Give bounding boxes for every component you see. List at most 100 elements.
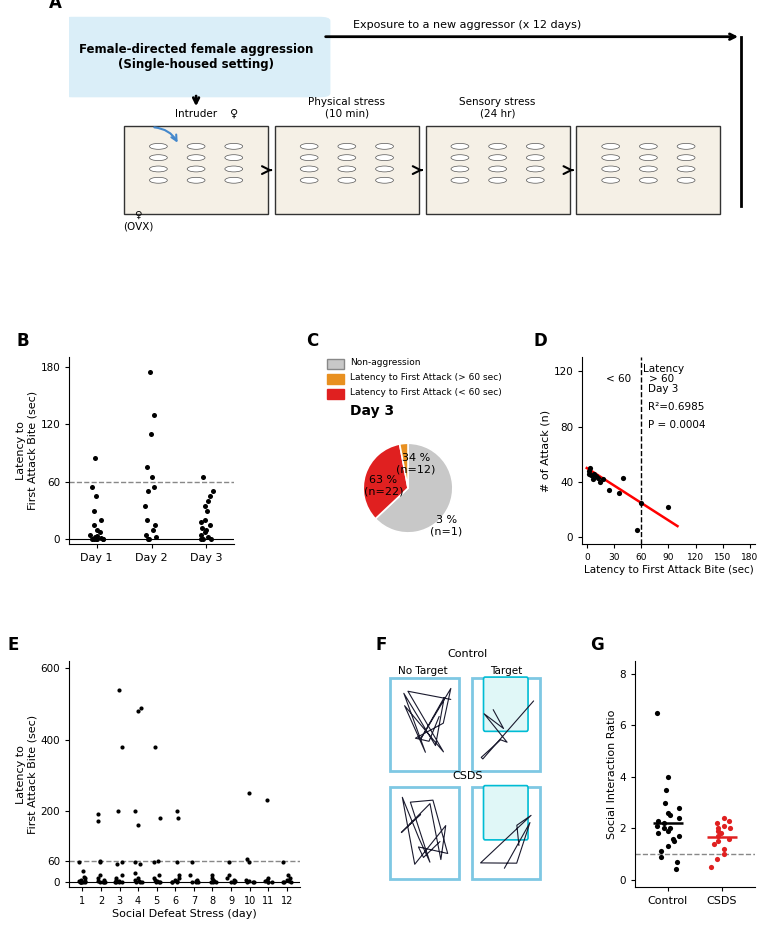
Point [146, 470, 159, 485]
Point [76, 874, 89, 889]
Point [199, 513, 211, 528]
Point [144, 364, 156, 379]
Circle shape [677, 155, 695, 161]
Point [718, 841, 730, 856]
Point [591, 470, 604, 485]
Circle shape [489, 166, 507, 172]
Point [172, 871, 185, 886]
Point [147, 522, 159, 537]
Point [711, 824, 724, 839]
Point [200, 503, 213, 518]
Point [192, 874, 204, 889]
Point [195, 527, 207, 542]
Point [207, 484, 219, 499]
Circle shape [451, 177, 469, 183]
Text: P = 0.0004: P = 0.0004 [648, 420, 706, 430]
Point [172, 810, 184, 825]
Point [154, 874, 166, 889]
Point [186, 854, 198, 870]
Point [262, 874, 274, 889]
Point [145, 426, 157, 441]
Point [661, 824, 674, 839]
Point [133, 874, 146, 889]
Point [92, 529, 104, 544]
Circle shape [187, 166, 205, 172]
Point [240, 872, 253, 887]
Point [651, 818, 663, 833]
Point [172, 868, 185, 883]
Point [73, 873, 85, 888]
Point [651, 826, 664, 841]
Y-axis label: # of Attack (n): # of Attack (n) [541, 409, 551, 492]
Point [132, 818, 144, 833]
Point [285, 874, 297, 889]
FancyBboxPatch shape [426, 126, 570, 214]
Point [673, 800, 685, 815]
Point [205, 531, 217, 546]
Point [597, 471, 609, 486]
Circle shape [149, 177, 167, 183]
Text: Target: Target [490, 666, 522, 676]
Point [150, 530, 162, 545]
Point [206, 872, 219, 887]
Point [588, 466, 600, 481]
Point [582, 466, 594, 481]
Point [223, 854, 236, 870]
Point [655, 849, 668, 864]
Point [226, 874, 238, 889]
Point [651, 813, 664, 828]
Point [142, 484, 155, 499]
FancyBboxPatch shape [390, 678, 459, 771]
Text: Physical stress
(10 min): Physical stress (10 min) [308, 98, 385, 119]
Point [116, 868, 129, 883]
Point [85, 479, 98, 494]
Point [205, 874, 217, 889]
Point [153, 810, 166, 825]
Point [667, 831, 679, 846]
Point [612, 485, 624, 500]
Point [199, 524, 212, 539]
Point [229, 874, 241, 889]
Point [171, 803, 183, 818]
Point [277, 874, 290, 889]
Point [221, 871, 233, 886]
Point [171, 854, 183, 870]
Point [111, 856, 123, 871]
Point [662, 769, 675, 784]
Point [148, 854, 160, 870]
Point [132, 871, 144, 886]
Point [196, 531, 209, 546]
Text: 3 %
(n=1): 3 % (n=1) [430, 516, 462, 537]
Point [110, 874, 122, 889]
Point [94, 854, 106, 869]
Circle shape [527, 144, 544, 149]
Circle shape [300, 144, 318, 149]
Point [664, 808, 676, 823]
Point [584, 460, 597, 475]
Circle shape [639, 144, 658, 149]
FancyBboxPatch shape [484, 677, 528, 731]
Point [241, 852, 253, 867]
Point [266, 874, 279, 889]
Point [671, 854, 683, 870]
Point [722, 831, 735, 846]
Point [722, 813, 735, 828]
Text: ♀
(OVX): ♀ (OVX) [122, 209, 153, 231]
Text: ♀: ♀ [229, 109, 238, 119]
Point [140, 460, 152, 475]
Point [705, 859, 717, 874]
Circle shape [300, 177, 318, 183]
Point [79, 871, 91, 886]
Point [171, 874, 183, 889]
Point [262, 874, 274, 889]
Point [202, 530, 214, 545]
Y-axis label: Social Interaction Ratio: Social Interaction Ratio [607, 710, 617, 839]
Text: D: D [534, 331, 547, 350]
Point [662, 500, 675, 515]
Text: Control: Control [447, 649, 487, 659]
FancyBboxPatch shape [471, 787, 540, 880]
Text: CSDS: CSDS [452, 771, 483, 781]
Point [95, 513, 107, 528]
Point [152, 874, 165, 889]
Point [94, 874, 106, 889]
